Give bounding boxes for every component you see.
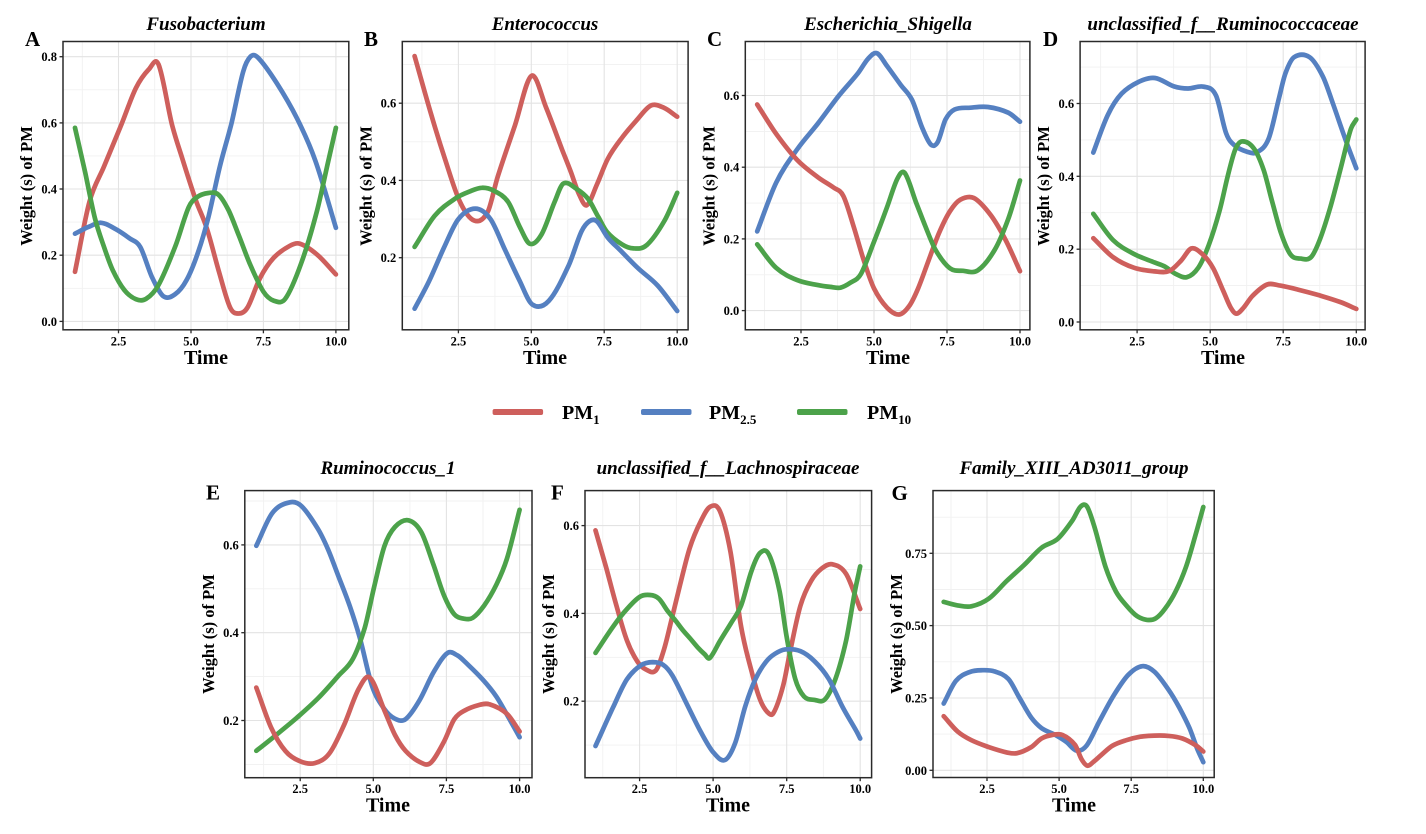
- svg-text:0.2: 0.2: [41, 249, 57, 263]
- svg-text:2.5: 2.5: [793, 334, 809, 348]
- svg-text:5.0: 5.0: [183, 334, 199, 348]
- svg-text:7.5: 7.5: [1275, 334, 1291, 348]
- svg-text:0.6: 0.6: [1058, 97, 1074, 111]
- svg-text:0.6: 0.6: [724, 89, 740, 103]
- svg-text:Family_XIII_AD3011_group: Family_XIII_AD3011_group: [958, 458, 1188, 479]
- svg-text:F: F: [551, 481, 564, 505]
- svg-text:Fusobacterium: Fusobacterium: [145, 14, 265, 35]
- svg-text:Escherichia_Shigella: Escherichia_Shigella: [803, 14, 972, 35]
- svg-text:0.25: 0.25: [905, 692, 927, 706]
- svg-text:0.4: 0.4: [563, 607, 579, 621]
- svg-text:0.4: 0.4: [1058, 170, 1074, 184]
- svg-text:10.0: 10.0: [666, 334, 688, 348]
- svg-text:Time: Time: [184, 347, 228, 369]
- svg-text:2.5: 2.5: [292, 782, 308, 796]
- svg-text:5.0: 5.0: [1051, 782, 1067, 796]
- svg-text:10.0: 10.0: [1009, 334, 1031, 348]
- svg-text:Weight (s) of PM: Weight (s) of PM: [17, 126, 36, 246]
- svg-text:PM2.5: PM2.5: [709, 402, 757, 427]
- svg-text:Weight (s) of PM: Weight (s) of PM: [1034, 126, 1053, 246]
- svg-text:10.0: 10.0: [1345, 334, 1367, 348]
- svg-text:Ruminococcus_1: Ruminococcus_1: [319, 458, 455, 479]
- svg-text:0.8: 0.8: [41, 50, 57, 64]
- svg-text:Weight (s) of PM: Weight (s) of PM: [539, 574, 558, 694]
- svg-text:7.5: 7.5: [256, 334, 272, 348]
- svg-text:Weight (s) of PM: Weight (s) of PM: [356, 126, 375, 246]
- svg-text:10.0: 10.0: [1192, 782, 1214, 796]
- svg-text:2.5: 2.5: [1129, 334, 1145, 348]
- svg-text:G: G: [892, 481, 908, 505]
- svg-text:Time: Time: [366, 795, 410, 817]
- svg-text:0.00: 0.00: [905, 764, 927, 778]
- svg-text:5.0: 5.0: [365, 782, 381, 796]
- svg-text:0.6: 0.6: [563, 519, 579, 533]
- svg-text:7.5: 7.5: [939, 334, 955, 348]
- svg-text:Time: Time: [523, 347, 567, 369]
- svg-text:0.6: 0.6: [381, 97, 397, 111]
- svg-text:0.0: 0.0: [41, 315, 57, 329]
- svg-text:Weight (s) of PM: Weight (s) of PM: [699, 126, 718, 246]
- svg-text:2.5: 2.5: [979, 782, 995, 796]
- svg-text:Enterococcus: Enterococcus: [491, 14, 599, 35]
- svg-text:7.5: 7.5: [439, 782, 455, 796]
- svg-text:0.2: 0.2: [1058, 243, 1074, 257]
- svg-text:unclassified_f__Ruminococcacea: unclassified_f__Ruminococcaceae: [1087, 14, 1359, 35]
- svg-text:Time: Time: [706, 795, 750, 817]
- svg-text:0.4: 0.4: [724, 161, 740, 175]
- svg-text:2.5: 2.5: [632, 782, 648, 796]
- svg-text:0.6: 0.6: [223, 538, 239, 552]
- svg-text:PM1: PM1: [562, 402, 600, 427]
- svg-text:Time: Time: [866, 347, 910, 369]
- svg-text:unclassified_f__Lachnospiracea: unclassified_f__Lachnospiraceae: [597, 458, 860, 479]
- svg-text:5.0: 5.0: [866, 334, 882, 348]
- svg-text:5.0: 5.0: [705, 782, 721, 796]
- svg-text:10.0: 10.0: [325, 334, 347, 348]
- svg-text:C: C: [707, 27, 722, 51]
- svg-text:A: A: [25, 27, 41, 51]
- svg-text:0.2: 0.2: [563, 695, 579, 709]
- svg-text:0.6: 0.6: [41, 116, 57, 130]
- svg-text:0.4: 0.4: [223, 626, 239, 640]
- svg-text:5.0: 5.0: [1202, 334, 1218, 348]
- svg-text:0.75: 0.75: [905, 547, 927, 561]
- svg-text:Weight (s) of PM: Weight (s) of PM: [199, 574, 218, 694]
- svg-text:10.0: 10.0: [849, 782, 871, 796]
- svg-text:0.4: 0.4: [41, 183, 57, 197]
- svg-text:0.0: 0.0: [724, 304, 740, 318]
- svg-text:0.2: 0.2: [223, 714, 239, 728]
- svg-text:0.50: 0.50: [905, 619, 927, 633]
- svg-text:7.5: 7.5: [779, 782, 795, 796]
- svg-text:0.4: 0.4: [381, 174, 397, 188]
- svg-text:0.2: 0.2: [724, 232, 740, 246]
- svg-text:PM10: PM10: [867, 402, 911, 427]
- svg-text:0.2: 0.2: [381, 251, 397, 265]
- svg-text:5.0: 5.0: [523, 334, 539, 348]
- svg-text:2.5: 2.5: [451, 334, 467, 348]
- svg-text:10.0: 10.0: [509, 782, 531, 796]
- svg-text:D: D: [1043, 27, 1058, 51]
- svg-text:B: B: [364, 27, 378, 51]
- svg-text:2.5: 2.5: [111, 334, 127, 348]
- svg-text:7.5: 7.5: [596, 334, 612, 348]
- svg-text:0.0: 0.0: [1058, 316, 1074, 330]
- svg-text:Time: Time: [1201, 347, 1245, 369]
- svg-text:7.5: 7.5: [1123, 782, 1139, 796]
- svg-text:E: E: [206, 481, 220, 505]
- svg-text:Weight (s) of PM: Weight (s) of PM: [887, 574, 906, 694]
- svg-text:Time: Time: [1052, 795, 1096, 817]
